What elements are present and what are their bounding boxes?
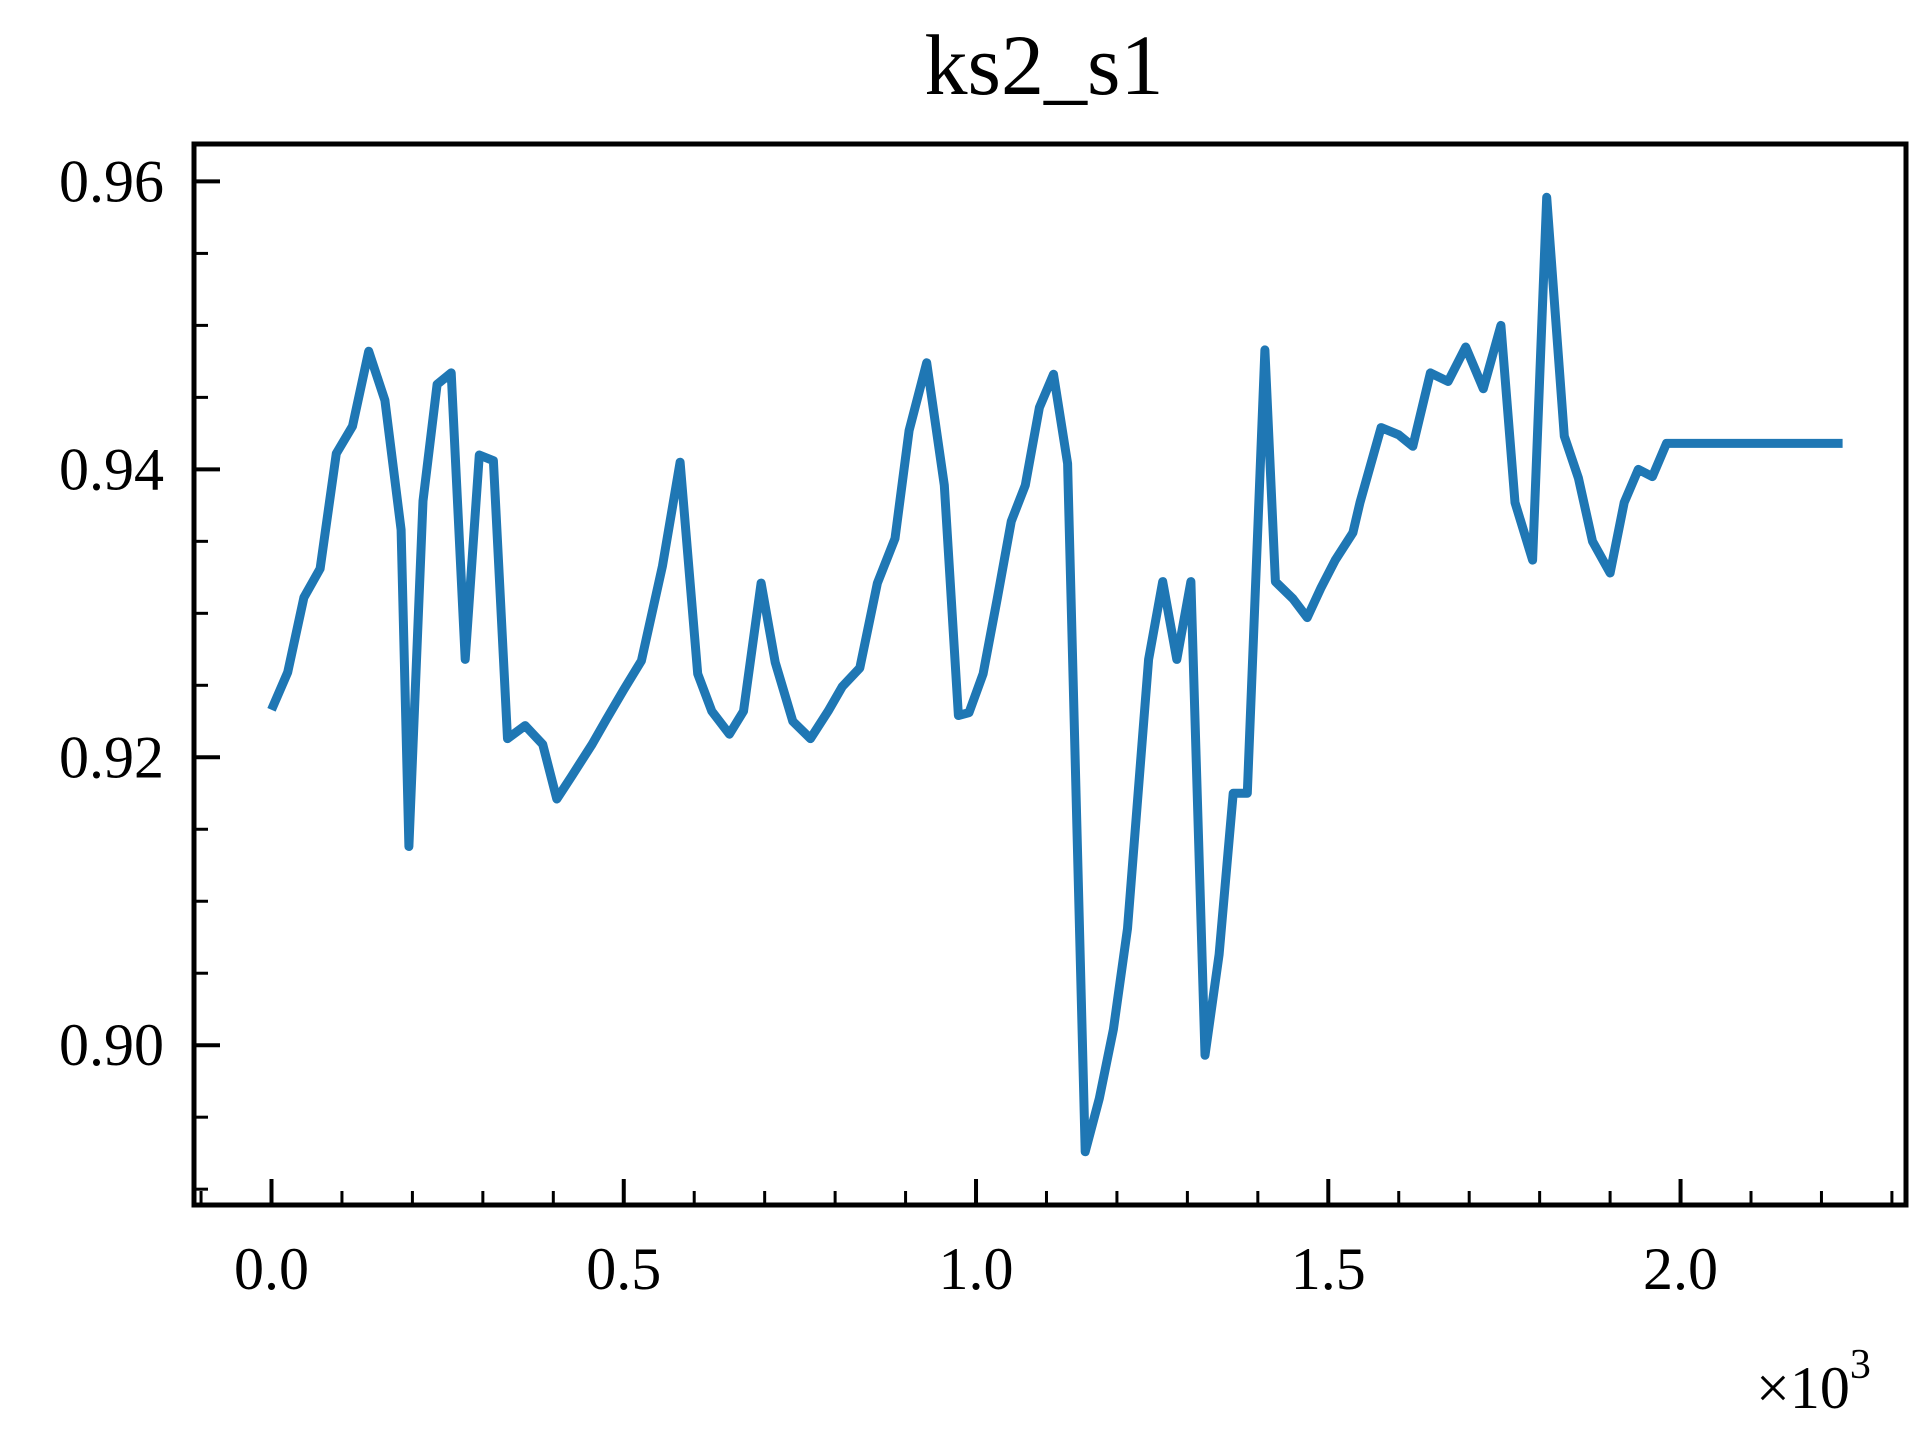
y-tick-label: 0.92 xyxy=(59,724,164,790)
y-tick-label: 0.90 xyxy=(59,1012,164,1078)
y-tick-label: 0.96 xyxy=(59,148,164,214)
x-axis-multiplier: ×103 xyxy=(1756,1342,1871,1421)
series-layer xyxy=(267,192,1843,1157)
x-tick-label: 0.5 xyxy=(586,1236,661,1302)
x-tick-label: 0.0 xyxy=(234,1236,309,1302)
chart-title: ks2_s1 xyxy=(925,17,1164,113)
ticks-layer: 0.0 0.5 1.0 1.5 2.0 0.90 0.92 0.94 0.96 xyxy=(59,148,1894,1302)
plot-frame xyxy=(191,141,1909,1208)
x-tick-label: 2.0 xyxy=(1643,1236,1718,1302)
x-tick-label: 1.5 xyxy=(1291,1236,1366,1302)
series-line xyxy=(267,192,1843,1157)
x-tick-label: 1.0 xyxy=(939,1236,1014,1302)
x-axis-multiplier-exponent: 3 xyxy=(1850,1342,1871,1388)
y-tick-label: 0.94 xyxy=(59,436,164,502)
x-axis-multiplier-base: ×10 xyxy=(1756,1355,1850,1421)
